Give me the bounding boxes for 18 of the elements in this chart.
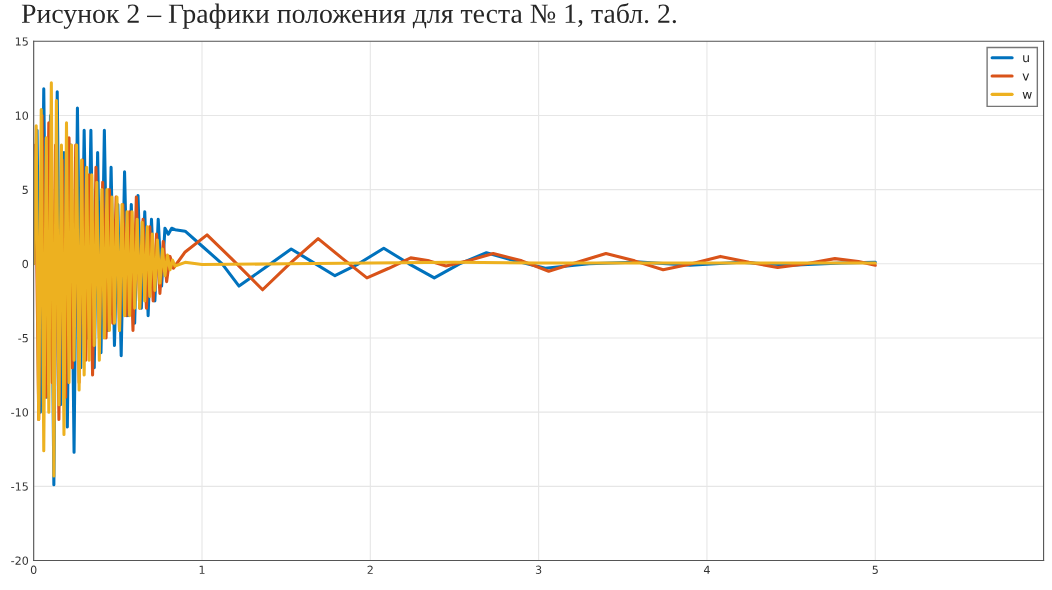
x-tick-label: 5 (872, 565, 878, 574)
y-tick-label: 10 (15, 111, 29, 120)
x-tick-label: 3 (535, 565, 542, 574)
legend-label: u (1023, 55, 1029, 63)
y-tick-label: -20 (11, 556, 29, 565)
x-tick-label: 1 (199, 565, 205, 574)
chart-title: Рисунок 2 – Графики положения для теста № 1, табл. 2. (21, 2, 676, 29)
x-tick-label: 2 (367, 565, 373, 574)
y-tick-label: 15 (15, 37, 28, 46)
y-tick-label: 0 (22, 259, 29, 269)
y-tick-label: -10 (11, 408, 29, 417)
legend-label: w (1022, 91, 1032, 99)
x-tick-label: 4 (703, 565, 710, 574)
x-tick-label: 0 (30, 565, 37, 574)
y-tick-label: 5 (22, 185, 28, 195)
legend-label: v (1022, 73, 1030, 81)
y-tick-label: -15 (11, 482, 28, 491)
y-tick-label: -5 (18, 334, 28, 343)
